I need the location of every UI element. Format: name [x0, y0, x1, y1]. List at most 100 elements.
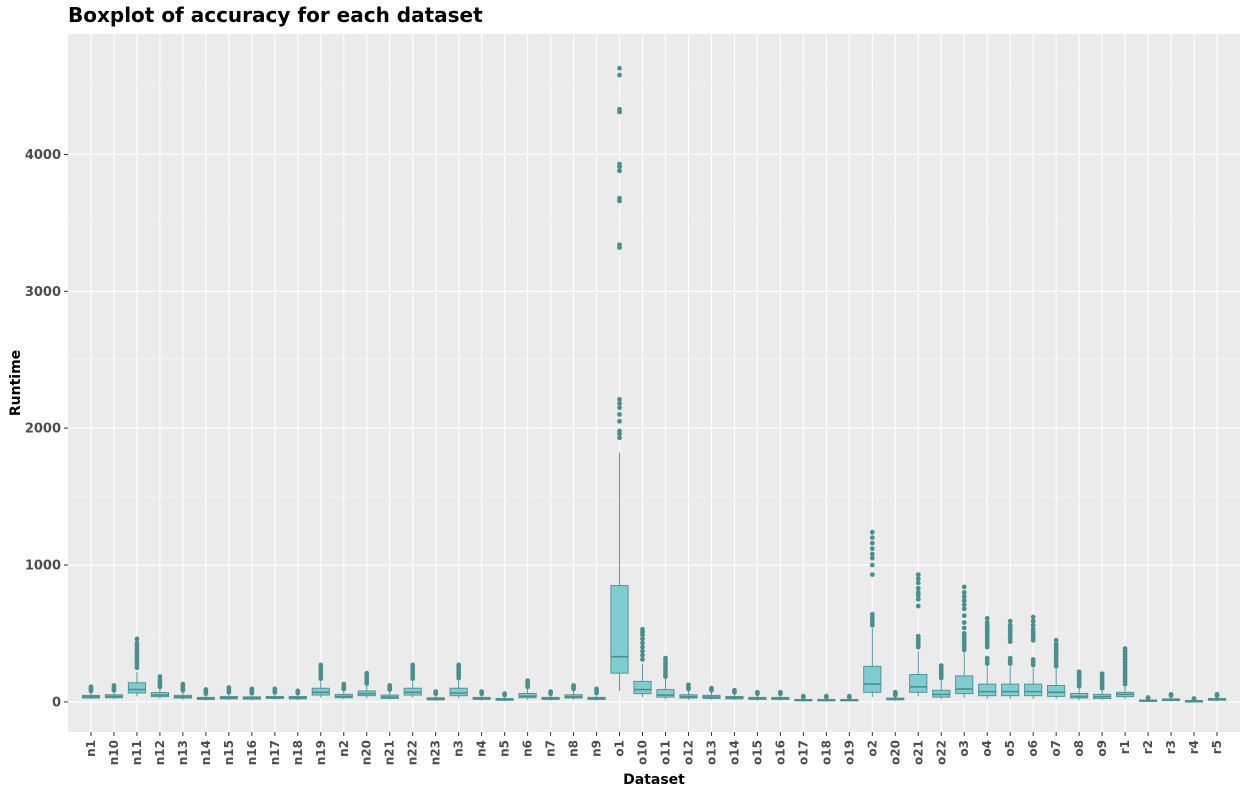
x-tick-label: n3	[452, 740, 466, 757]
box-o16	[771, 689, 790, 701]
outlier-point	[915, 580, 921, 586]
outlier-point	[938, 663, 944, 669]
box-o10	[633, 626, 652, 698]
box-o9	[1093, 671, 1112, 701]
x-tick-label: n12	[153, 740, 167, 765]
box-iqr	[978, 683, 997, 697]
outlier-point	[640, 644, 645, 650]
outlier-point	[915, 590, 921, 595]
box-o11	[656, 655, 675, 700]
outlier-point	[617, 401, 622, 406]
x-tick-label: n23	[429, 740, 443, 765]
box-n5	[495, 691, 514, 702]
box-n10	[104, 683, 124, 700]
outlier-point	[617, 195, 622, 201]
boxes-layer	[81, 65, 1227, 703]
outlier-point	[961, 584, 967, 590]
outlier-point	[617, 242, 622, 248]
outlier-point	[1030, 622, 1036, 628]
x-tick-label: n15	[222, 740, 236, 765]
outlier-point	[640, 626, 645, 632]
outlier-point	[640, 640, 645, 646]
outlier-point	[617, 72, 622, 78]
outlier-point	[869, 535, 875, 541]
box-n3	[449, 662, 468, 699]
outlier-point	[617, 65, 622, 71]
x-tick-label: n2	[337, 740, 351, 757]
box-n9	[587, 686, 606, 701]
box-o2	[863, 529, 882, 698]
outlier-point	[617, 428, 622, 434]
outlier-point	[800, 693, 806, 699]
grid-minor	[68, 85, 1240, 634]
box-r5	[1207, 691, 1227, 702]
outlier-point	[663, 655, 668, 661]
box-n14	[196, 687, 215, 701]
x-tick-label: o17	[796, 740, 810, 765]
outlier-point	[341, 681, 347, 687]
x-tick-label: o15	[750, 740, 764, 765]
outlier-point	[915, 633, 921, 639]
outlier-point	[1007, 655, 1013, 661]
box-iqr	[449, 687, 468, 697]
x-tick-label: n13	[176, 740, 190, 765]
box-o14	[725, 687, 744, 701]
outlier-point	[869, 546, 875, 552]
box-n23	[426, 689, 445, 701]
x-tick-label: n6	[521, 740, 535, 757]
outlier-point	[869, 540, 875, 546]
x-axis-title: Dataset	[623, 772, 685, 788]
box-o19	[840, 693, 859, 702]
x-tick-label: o2	[865, 740, 879, 757]
outlier-point	[456, 662, 462, 668]
box-o5	[1001, 618, 1020, 700]
outlier-point	[640, 652, 645, 658]
outlier-point	[617, 168, 622, 174]
box-n15	[219, 685, 238, 701]
outlier-point	[961, 598, 967, 604]
outlier-point	[1145, 695, 1151, 700]
box-o18	[817, 693, 836, 702]
outlier-point	[732, 687, 737, 693]
box-n6	[518, 678, 537, 700]
outlier-point	[961, 594, 967, 599]
box-iqr	[1047, 685, 1066, 697]
outlier-point	[984, 655, 990, 661]
y-tick-label: 3000	[25, 285, 61, 300]
x-tick-label: n18	[291, 740, 305, 765]
outlier-point	[387, 683, 393, 688]
outlier-point	[1076, 669, 1082, 675]
x-tick-label: n14	[199, 740, 213, 765]
box-o8	[1070, 669, 1089, 701]
outlier-point	[157, 674, 163, 679]
outlier-point	[134, 636, 140, 642]
box-iqr	[610, 585, 629, 674]
x-tick-label: n17	[268, 740, 282, 765]
box-n8	[564, 683, 583, 700]
chart-title: Boxplot of accuracy for each dataset	[68, 3, 483, 27]
x-tick-label: o22	[934, 740, 948, 765]
x-tick-label: r3	[1164, 740, 1178, 754]
x-tick-label: n19	[314, 740, 328, 765]
outlier-point	[157, 677, 163, 683]
outlier-point	[961, 631, 967, 636]
box-n18	[288, 688, 307, 701]
outlier-point	[869, 562, 875, 568]
outlier-point	[111, 683, 117, 688]
x-tick-label: n11	[130, 740, 144, 765]
outlier-point	[226, 685, 232, 690]
outlier-point	[1168, 691, 1174, 697]
outlier-point	[984, 620, 990, 625]
x-tick-label: o12	[681, 740, 695, 765]
outlier-point	[869, 572, 875, 578]
outlier-point	[892, 689, 898, 695]
x-tick-label: o14	[727, 740, 741, 765]
outlier-point	[961, 590, 967, 595]
outlier-point	[1191, 696, 1197, 701]
x-tick-label: o10	[636, 740, 650, 765]
x-tick-label: n4	[475, 740, 489, 757]
outlier-point	[295, 688, 301, 694]
outlier-point	[1030, 657, 1036, 662]
box-o13	[702, 685, 721, 700]
box-r2	[1139, 695, 1158, 702]
